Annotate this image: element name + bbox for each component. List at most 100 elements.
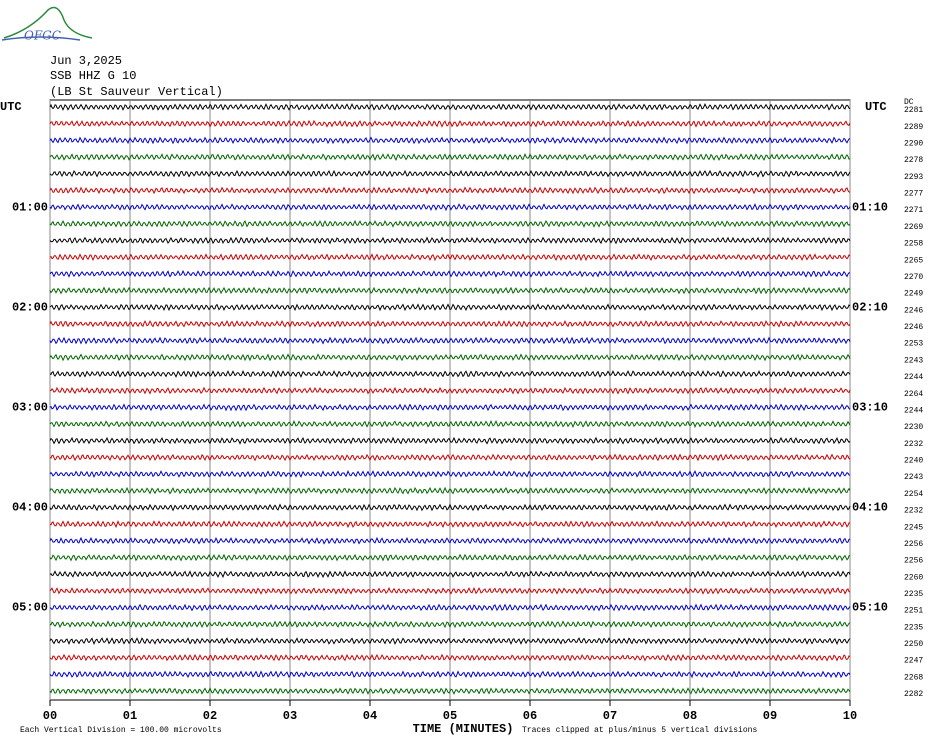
trace xyxy=(49,203,851,212)
logo-swoosh xyxy=(1,36,81,41)
dc-value: 2249 xyxy=(904,290,923,299)
trace xyxy=(49,169,851,178)
x-tick-label: 05 xyxy=(443,709,457,723)
dc-value: 2243 xyxy=(904,473,923,482)
right-time-label: 04:10 xyxy=(852,501,888,515)
trace xyxy=(49,570,851,579)
trace xyxy=(49,419,851,429)
x-tick-label: 10 xyxy=(843,709,857,723)
trace xyxy=(49,469,851,478)
x-tick-label: 02 xyxy=(203,709,217,723)
dc-value: 2265 xyxy=(904,256,923,265)
dc-value: 2293 xyxy=(904,173,923,182)
trace xyxy=(49,253,851,262)
trace xyxy=(49,436,851,445)
x-tick-label: 09 xyxy=(763,709,777,723)
trace xyxy=(49,219,851,228)
dc-value: 2250 xyxy=(904,640,923,649)
trace xyxy=(49,453,851,462)
dc-value: 2232 xyxy=(904,507,923,516)
dc-header: DC xyxy=(904,98,914,107)
trace xyxy=(49,503,851,512)
trace xyxy=(49,486,851,495)
trace xyxy=(49,236,851,245)
dc-value: 2247 xyxy=(904,657,923,666)
dc-value: 2289 xyxy=(904,123,923,132)
dc-value: 2230 xyxy=(904,423,923,432)
trace xyxy=(49,553,851,562)
dc-value: 2253 xyxy=(904,340,923,349)
right-time-label: 05:10 xyxy=(852,601,888,615)
dc-value: 2281 xyxy=(904,106,923,115)
dc-value: 2270 xyxy=(904,273,923,282)
dc-value: 2254 xyxy=(904,490,923,499)
dc-value: 2258 xyxy=(904,240,923,249)
clip-note: Traces clipped at plus/minus 5 vertical … xyxy=(522,726,757,735)
dc-value: 2256 xyxy=(904,557,923,566)
trace xyxy=(49,687,851,695)
trace xyxy=(49,536,851,545)
dc-value: 2235 xyxy=(904,623,923,632)
dc-value: 2232 xyxy=(904,440,923,449)
dc-value: 2278 xyxy=(904,156,923,165)
trace xyxy=(49,119,851,128)
trace xyxy=(49,153,851,162)
dc-value: 2246 xyxy=(904,323,923,332)
title-line: SSB HHZ G 10 xyxy=(50,69,136,83)
title-line: (LB St Sauveur Vertical) xyxy=(50,85,223,99)
left-time-label: 04:00 xyxy=(12,501,48,515)
x-axis-label: TIME (MINUTES) xyxy=(413,722,514,736)
trace xyxy=(49,286,851,295)
x-tick-label: 06 xyxy=(523,709,537,723)
scale-note: Each Vertical Division = 100.00 microvol… xyxy=(20,726,222,735)
dc-value: 2260 xyxy=(904,573,923,582)
dc-value: 2269 xyxy=(904,223,923,232)
x-tick-label: 07 xyxy=(603,709,617,723)
x-tick-label: 03 xyxy=(283,709,297,723)
dc-value: 2264 xyxy=(904,390,923,399)
right-time-label: 02:10 xyxy=(852,300,888,314)
dc-value: 2271 xyxy=(904,206,923,215)
dc-value: 2290 xyxy=(904,139,923,148)
left-time-label: 03:00 xyxy=(12,401,48,415)
left-time-label: 01:00 xyxy=(12,200,48,214)
logo-mark xyxy=(3,6,93,39)
right-time-label: 01:10 xyxy=(852,200,888,214)
trace xyxy=(49,319,851,328)
trace xyxy=(49,136,851,145)
trace xyxy=(49,403,851,412)
dc-value: 2245 xyxy=(904,523,923,532)
trace xyxy=(49,102,851,111)
x-tick-label: 08 xyxy=(683,709,697,723)
trace xyxy=(49,670,851,679)
x-tick-label: 04 xyxy=(363,709,377,723)
trace xyxy=(49,620,851,629)
dc-value: 2256 xyxy=(904,540,923,549)
right-time-label: UTC xyxy=(865,100,887,114)
trace xyxy=(49,520,850,529)
left-time-label: 02:00 xyxy=(12,300,48,314)
trace xyxy=(49,269,851,278)
trace xyxy=(49,637,851,645)
trace xyxy=(49,603,851,612)
dc-value: 2277 xyxy=(904,190,923,199)
trace xyxy=(49,336,851,345)
trace xyxy=(49,586,851,595)
dc-value: 2243 xyxy=(904,356,923,365)
left-time-label: UTC xyxy=(0,100,22,114)
trace xyxy=(49,303,851,312)
dc-value: 2251 xyxy=(904,607,923,616)
dc-value: 2235 xyxy=(904,590,923,599)
left-time-label: 05:00 xyxy=(12,601,48,615)
trace xyxy=(49,186,851,195)
trace xyxy=(49,353,851,362)
x-tick-label: 00 xyxy=(43,709,57,723)
dc-value: 2244 xyxy=(904,373,923,382)
dc-value: 2240 xyxy=(904,457,923,466)
dc-value: 2246 xyxy=(904,306,923,315)
trace xyxy=(49,653,851,662)
dc-value: 2244 xyxy=(904,406,923,415)
right-time-label: 03:10 xyxy=(852,401,888,415)
dc-value: 2268 xyxy=(904,673,923,682)
